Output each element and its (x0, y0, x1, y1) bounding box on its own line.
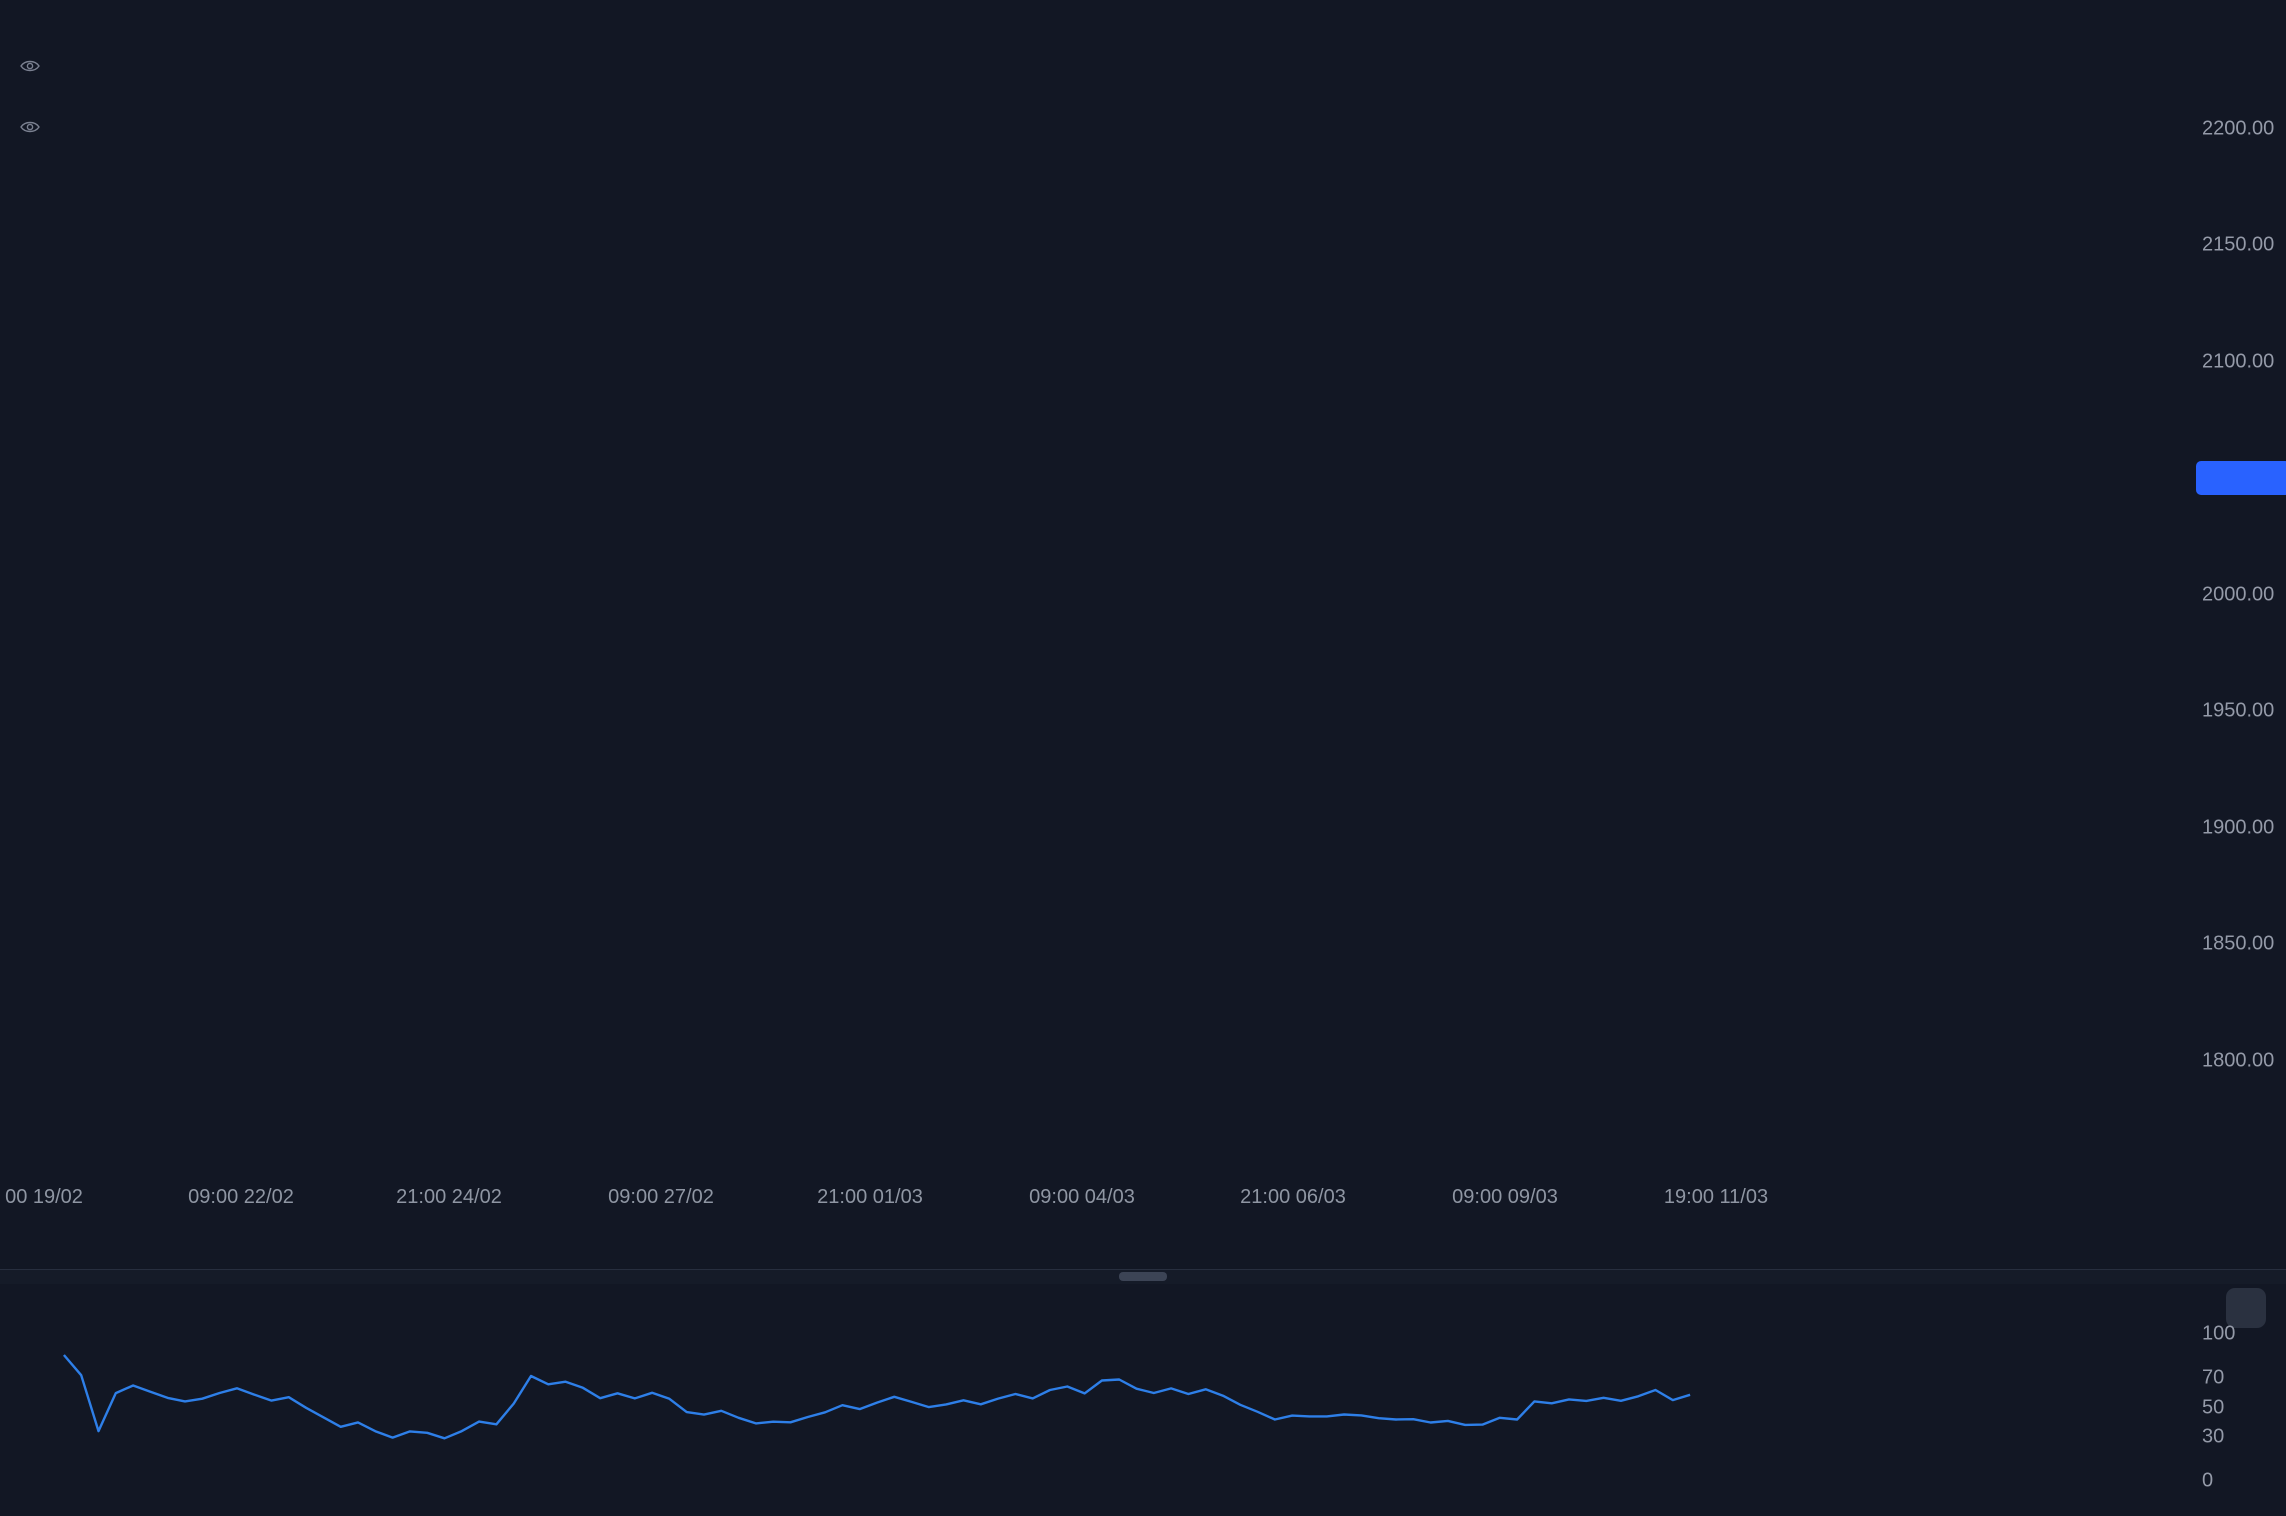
rsi-axis-label: 50 (2202, 1396, 2225, 1418)
rsi-close-button[interactable] (2226, 1288, 2266, 1328)
rsi-line (62, 1354, 1691, 1440)
rsi-axis-label: 100 (2202, 1322, 2236, 1345)
time-axis-label: 21:00 06/03 (1240, 1186, 1346, 1208)
price-axis-label: 1950.00 (2202, 699, 2275, 722)
pane-resize-handle[interactable] (1119, 1272, 1167, 1281)
series-visibility-eye-icon[interactable] (20, 58, 40, 74)
rsi-axis-label: 30 (2202, 1425, 2225, 1448)
time-axis-label: 09:00 22/02 (188, 1186, 294, 1208)
price-axis-label: 1850.00 (2202, 932, 2275, 955)
time-axis-label: 21:00 01/03 (817, 1186, 923, 1208)
time-axis-label: 09:00 04/03 (1029, 1186, 1135, 1208)
price-axis-label: 1900.00 (2202, 816, 2275, 839)
price-axis-label: 2100.00 (2202, 350, 2275, 373)
time-axis-label: 09:00 09/03 (1452, 1186, 1558, 1208)
rsi-header (30, 1292, 60, 1322)
rsi-axis-label: 0 (2202, 1469, 2214, 1492)
time-axis-label: 09:00 27/02 (608, 1186, 714, 1208)
rsi-axis-label: 70 (2202, 1366, 2225, 1389)
price-axis-label: 1800.00 (2202, 1049, 2275, 1072)
time-axis-label: 21:00 24/02 (396, 1186, 502, 1208)
price-axis-label: 2150.00 (2202, 233, 2275, 256)
price-axis-label: 2200.00 (2202, 117, 2275, 140)
indicator-visibility-eye-icon[interactable] (20, 119, 40, 135)
current-price-badge (2196, 461, 2286, 495)
time-axis-label: 19:00 11/03 (1663, 1186, 1769, 1208)
time-axis-label: 00 19/02 (5, 1186, 83, 1208)
price-axis-label: 2000.00 (2202, 583, 2275, 606)
